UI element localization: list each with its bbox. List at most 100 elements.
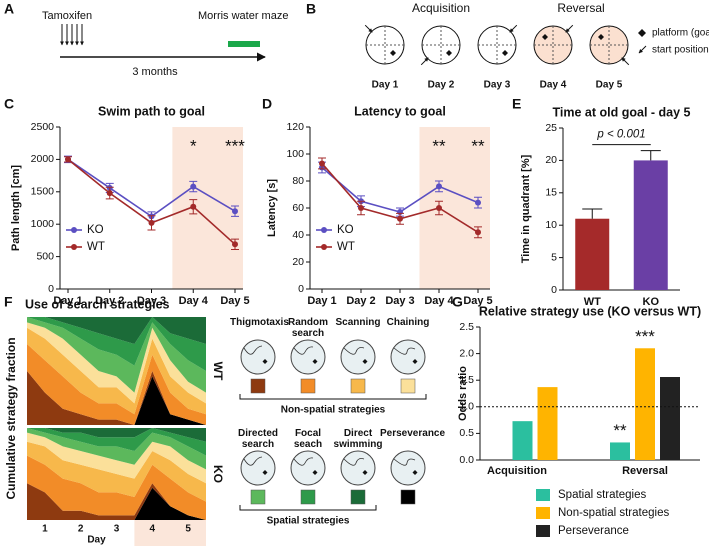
strategy-area — [27, 344, 206, 425]
y-tick-label: 5 — [551, 251, 557, 263]
group-bracket — [239, 505, 377, 511]
platform — [390, 50, 396, 56]
legend-marker — [71, 227, 77, 233]
y-tick-label: 1.5 — [459, 374, 474, 386]
legend-label: Perseverance — [558, 525, 629, 537]
bar — [633, 160, 668, 290]
y-tick-label: 1.0 — [459, 401, 474, 413]
error-bar — [640, 150, 661, 161]
strategy-icon-path — [243, 345, 263, 355]
y-tick-label: 10 — [545, 219, 557, 231]
x-tick-label: Acquisition — [487, 465, 547, 477]
legend-swatch — [536, 489, 550, 501]
x-tick-label: Day 2 — [95, 295, 124, 307]
data-point — [148, 219, 155, 226]
x-tick-label: KO — [643, 296, 660, 308]
legend-marker — [321, 244, 327, 250]
start-arrow — [621, 57, 630, 66]
data-point — [232, 208, 238, 215]
chart-title: Time at old goal - day 5 — [553, 105, 691, 119]
significance: ** — [471, 136, 485, 155]
legend-label: KO — [337, 224, 354, 236]
strategy-area — [27, 371, 206, 425]
legend-label: WT — [87, 241, 105, 253]
y-tick-label: 0 — [298, 283, 304, 295]
strategy-icon — [240, 339, 276, 375]
strategy-icon-path — [393, 347, 416, 355]
strategy-swatch — [250, 378, 266, 394]
x-tick-label: Reversal — [622, 465, 668, 477]
strategy-area — [27, 428, 206, 470]
tamoxifen-label: Tamoxifen — [42, 10, 92, 22]
strategy-icon-path — [393, 458, 416, 466]
strategy-swatch — [350, 489, 366, 505]
data-point — [397, 215, 403, 222]
legend-marker — [321, 227, 327, 233]
strategy-label: Direct swimming — [333, 428, 383, 450]
platform — [502, 50, 508, 56]
p-value: p < 0.001 — [596, 129, 645, 141]
y-tick-label: 60 — [292, 202, 304, 214]
start-arrow — [420, 57, 429, 66]
data-point — [475, 229, 481, 236]
chart-title: Use of search strategies — [25, 297, 170, 311]
data-point — [190, 203, 197, 210]
panel-letter: D — [262, 96, 272, 112]
data-point — [319, 160, 325, 167]
strategy-icon-path — [293, 346, 314, 355]
strategy-icon-platform — [362, 470, 368, 475]
legend-label: KO — [87, 224, 104, 236]
significance: *** — [635, 327, 655, 346]
strategy-icon — [290, 339, 326, 375]
strategy-area — [27, 455, 206, 520]
x-tick-label: Day 4 — [179, 295, 209, 307]
y-axis-label: Latency [s] — [266, 179, 278, 237]
platform-icon — [638, 29, 646, 37]
y-tick-label: 0 — [48, 283, 54, 295]
data-point — [232, 241, 238, 248]
panel-letter: G — [452, 294, 463, 310]
strategy-icon-path — [293, 457, 314, 466]
y-tick-label: 2000 — [31, 153, 55, 165]
strategy-swatch — [400, 489, 416, 505]
x-tick-label: Day 5 — [220, 295, 249, 307]
data-point — [436, 205, 442, 211]
strategy-label: Scanning — [335, 317, 381, 328]
strategy-swatch — [350, 378, 366, 394]
strategy-icon — [390, 339, 426, 375]
x-tick-label: 4 — [150, 524, 156, 535]
legend-swatch — [536, 507, 550, 519]
y-tick-label: 0 — [551, 284, 557, 296]
maze-period — [228, 41, 260, 47]
significance: *** — [225, 136, 245, 155]
y-tick-label: 15 — [545, 187, 557, 199]
x-tick-label: 3 — [114, 524, 120, 535]
y-axis-label: Cumulative strategy fraction — [4, 337, 18, 499]
strategy-label: Chaining — [386, 317, 430, 328]
phase-label: Reversal — [557, 1, 604, 15]
panel-letter: B — [306, 1, 316, 17]
strategy-icon-path — [343, 458, 365, 466]
platform — [446, 50, 452, 56]
y-tick-label: 80 — [292, 175, 304, 187]
data-point — [436, 183, 442, 190]
panel-letter: F — [4, 294, 13, 310]
y-tick-label: 40 — [292, 229, 304, 241]
strategy-area — [27, 487, 206, 520]
legend-swatch — [536, 525, 550, 537]
platform — [542, 34, 548, 40]
error-bar — [582, 208, 603, 219]
start-arrow — [364, 24, 373, 33]
y-tick-label: 1000 — [31, 218, 55, 230]
bar — [635, 348, 655, 460]
start-icon — [638, 45, 647, 54]
x-tick-label: 2 — [78, 524, 84, 535]
strategy-icon — [340, 339, 376, 375]
strategy-icon-path — [343, 347, 365, 355]
phase-label: Acquisition — [412, 1, 470, 15]
strategy-icon-path — [243, 456, 263, 466]
y-tick-label: 2.0 — [459, 347, 474, 359]
strategy-icon-platform — [362, 359, 368, 364]
strategy-swatch — [400, 378, 416, 394]
